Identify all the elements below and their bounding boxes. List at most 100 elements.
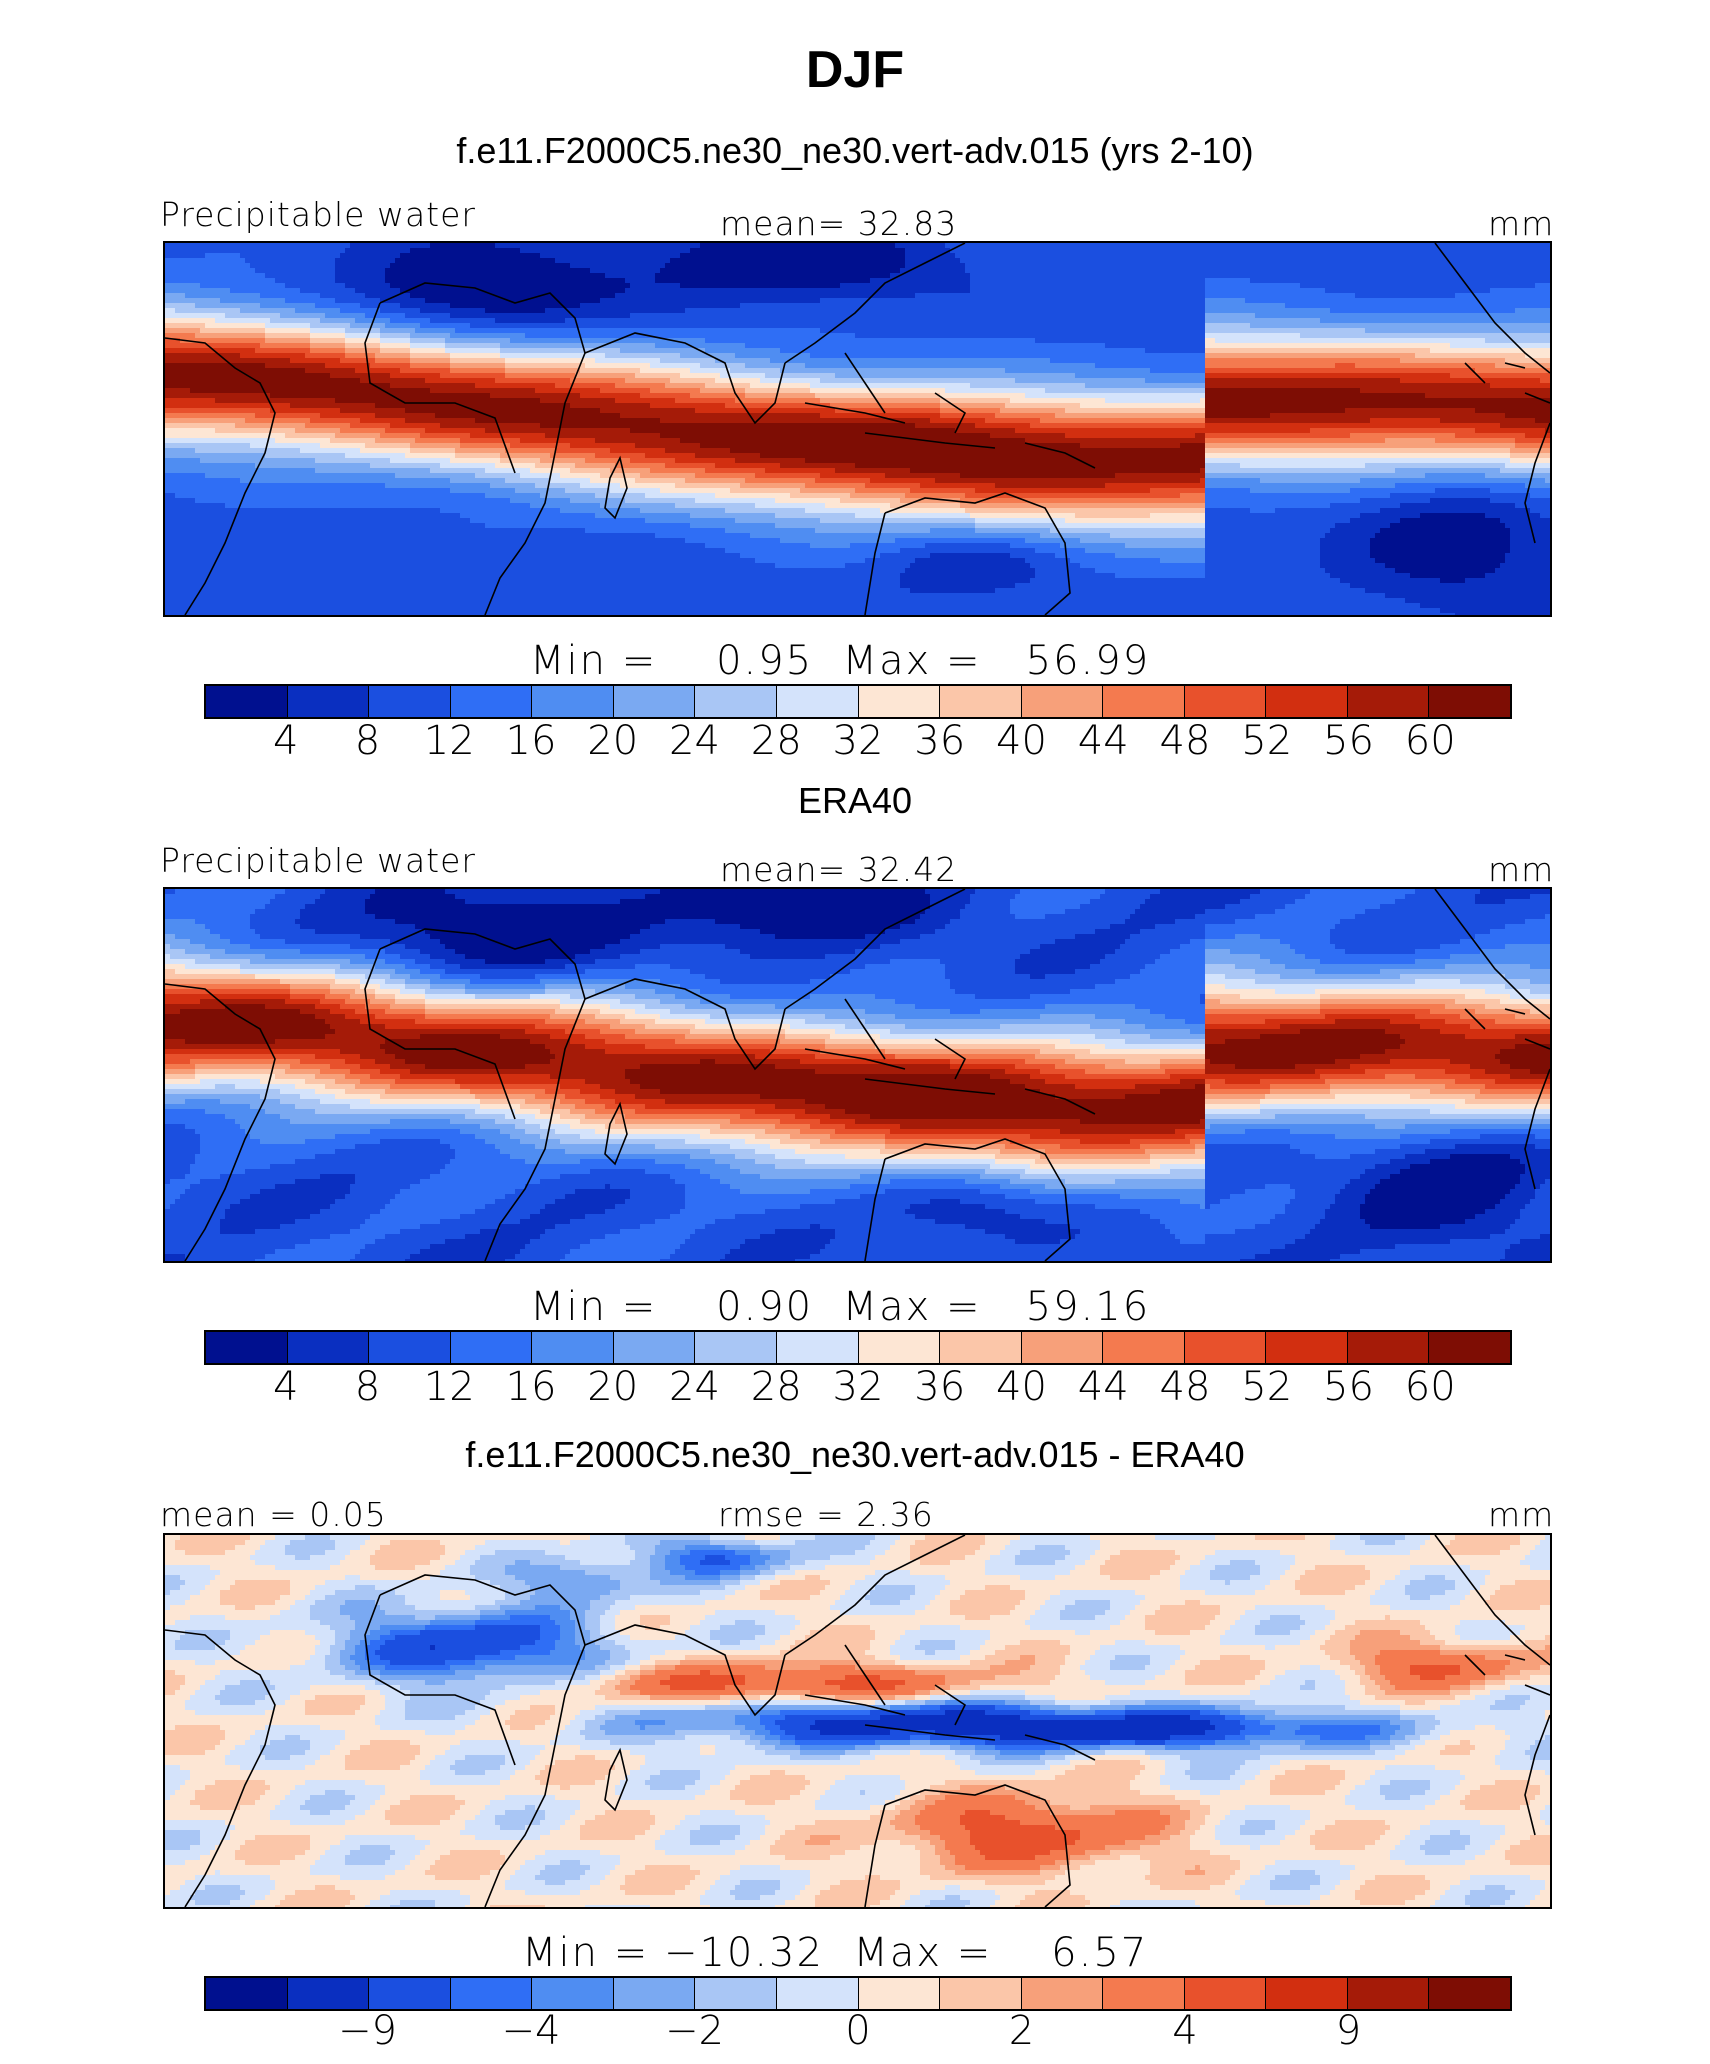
contour-cell [1340, 1860, 1406, 1866]
contour-cell [905, 493, 966, 499]
contour-cell [1430, 1730, 1451, 1736]
contour-cell [1375, 1695, 1456, 1701]
contour-cell [1445, 1084, 1486, 1090]
contour-cell [1260, 1720, 1391, 1726]
contour-cell [310, 333, 346, 339]
contour-cell [1205, 959, 1271, 965]
panel-1-title: f.e11.F2000C5.ne30_ne30.vert-adv.015 (yr… [456, 130, 1254, 171]
contour-cell [575, 1640, 596, 1646]
contour-cell [690, 513, 776, 519]
contour-cell [1455, 1695, 1476, 1701]
contour-cell [235, 1745, 261, 1751]
contour-cell [800, 1745, 856, 1751]
contour-cell [1430, 1885, 1451, 1891]
contour-cell [450, 1745, 546, 1751]
contour-cell [1310, 1900, 1361, 1906]
contour-cell [445, 1164, 686, 1170]
contour-cell [970, 283, 1206, 289]
contour-cell [200, 1685, 226, 1691]
contour-cell [390, 1004, 426, 1010]
contour-cell [1190, 1840, 1221, 1846]
contour-cell [385, 1089, 471, 1095]
contour-cell [1040, 944, 1121, 950]
contour-cell [320, 318, 356, 324]
contour-cell [1085, 1660, 1111, 1666]
contour-cell [575, 1189, 631, 1195]
contour-cell [1410, 1740, 1426, 1746]
contour-cell [670, 1174, 711, 1180]
contour-cell [595, 1755, 646, 1761]
contour-cell [835, 1234, 1006, 1240]
contour-cell [530, 1585, 621, 1591]
contour-cell [630, 1595, 726, 1601]
contour-cell [740, 1730, 756, 1736]
contour-cell [795, 1149, 881, 1155]
contour-cell [165, 1595, 191, 1601]
contour-cell [335, 268, 386, 274]
contour-cell [580, 1835, 636, 1841]
contour-cell [310, 1610, 341, 1616]
contour-cell [1030, 1164, 1161, 1170]
contour-cell [470, 433, 546, 439]
contour-cell [1095, 929, 1141, 935]
contour-cell [680, 353, 736, 359]
contour-cell [595, 1014, 626, 1020]
colorbar-box [206, 686, 288, 717]
contour-cell [650, 1785, 686, 1791]
contour-cell [745, 1675, 846, 1681]
coastline [864, 432, 996, 449]
contour-cell [1330, 1204, 1361, 1210]
contour-cell [825, 1790, 861, 1796]
contour-cell [640, 1690, 746, 1696]
contour-cell [870, 1640, 896, 1646]
contour-cell [1250, 1690, 1346, 1696]
contour-cell [690, 1234, 761, 1240]
contour-cell [1500, 1765, 1550, 1771]
contour-cell [1455, 1785, 1481, 1791]
contour-cell [1545, 1645, 1550, 1651]
contour-cell [1330, 1765, 1386, 1771]
contour-cell [165, 1174, 186, 1180]
contour-cell [1420, 1545, 1446, 1551]
contour-cell [1405, 1835, 1431, 1841]
contour-cell [775, 498, 841, 504]
contour-cell [1410, 573, 1486, 579]
contour-cell [1240, 1885, 1271, 1891]
contour-cell [1400, 1710, 1546, 1716]
contour-cell [475, 1575, 516, 1581]
contour-cell [830, 974, 946, 980]
contour-cell [585, 1079, 631, 1085]
contour-cell [1255, 1224, 1316, 1230]
contour-cell [325, 1790, 346, 1796]
contour-cell [285, 298, 336, 304]
contour-cell [420, 949, 456, 955]
contour-cell [165, 453, 266, 459]
contour-cell [780, 1139, 821, 1145]
contour-cell [165, 1199, 176, 1205]
contour-cell [700, 1825, 741, 1831]
contour-cell [620, 954, 751, 960]
contour-cell [415, 1855, 441, 1861]
contour-cell [600, 298, 821, 304]
contour-cell [560, 1730, 581, 1736]
contour-cell [520, 1645, 556, 1651]
contour-cell [1380, 1790, 1426, 1796]
contour-cell [1345, 1690, 1366, 1696]
contour-cell [1040, 1755, 1066, 1761]
contour-cell [1245, 1820, 1276, 1826]
contour-cell [1270, 1730, 1296, 1736]
contour-cell [825, 1625, 871, 1631]
contour-cell [975, 523, 1056, 529]
contour-cell [645, 518, 736, 524]
contour-cell [630, 934, 776, 940]
contour-cell [250, 944, 351, 950]
contour-cell [1225, 1580, 1231, 1586]
contour-cell [1445, 1590, 1471, 1596]
contour-cell [1270, 1089, 1331, 1095]
contour-cell [615, 1600, 706, 1606]
contour-cell [780, 1885, 806, 1891]
contour-cell [230, 1655, 311, 1661]
contour-cell [700, 1770, 731, 1776]
contour-cell [615, 1089, 661, 1095]
contour-cell [385, 1039, 531, 1045]
